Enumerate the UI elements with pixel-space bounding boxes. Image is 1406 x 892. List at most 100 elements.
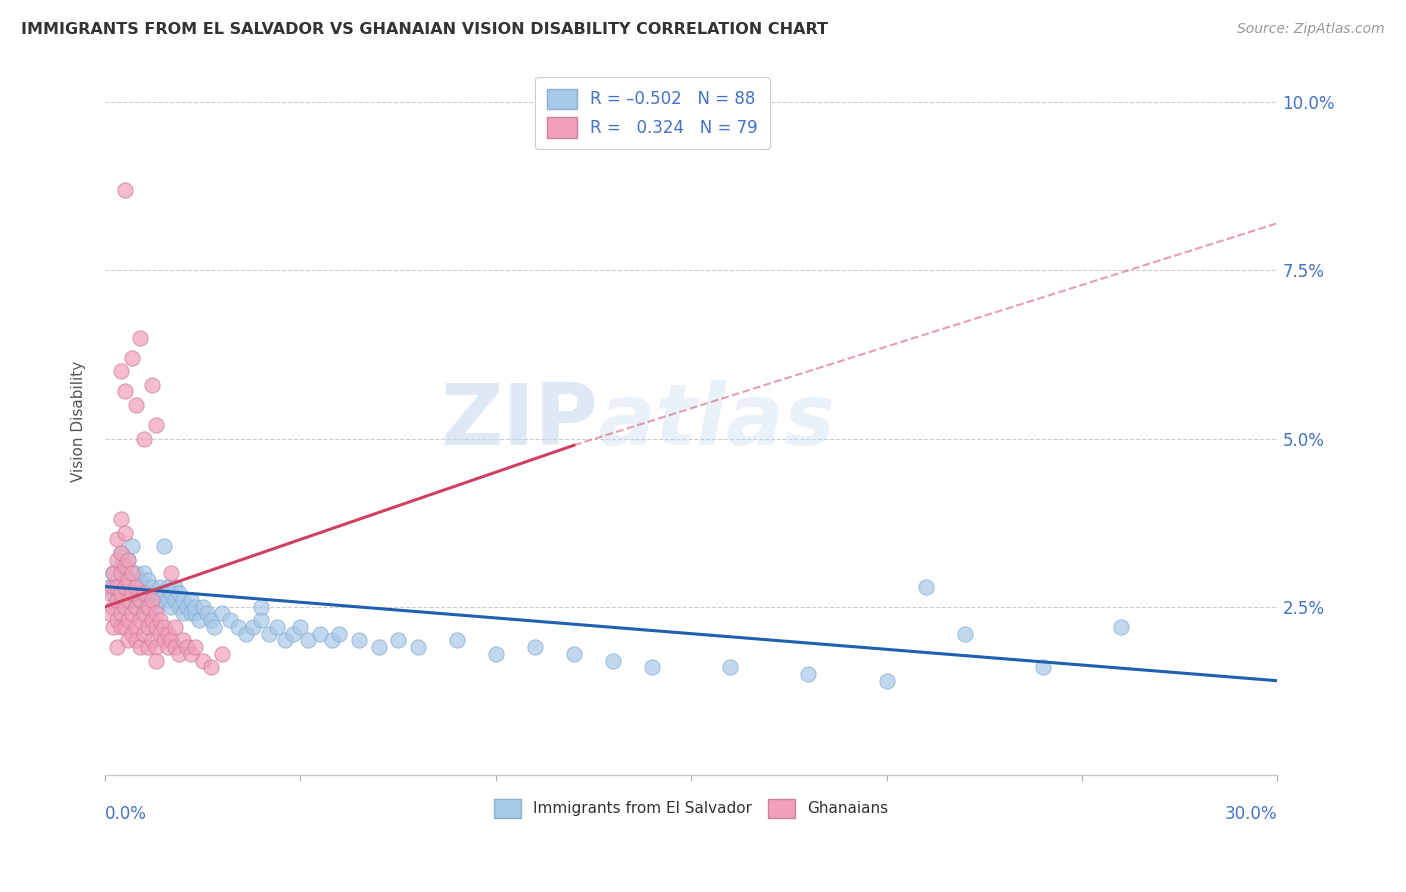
Point — [191, 599, 214, 614]
Point — [257, 626, 280, 640]
Point — [117, 613, 139, 627]
Point — [167, 599, 190, 614]
Point — [152, 633, 174, 648]
Point — [797, 667, 820, 681]
Point — [718, 660, 741, 674]
Point — [141, 593, 163, 607]
Point — [110, 607, 132, 621]
Point — [117, 552, 139, 566]
Point — [110, 546, 132, 560]
Point — [250, 613, 273, 627]
Point — [117, 573, 139, 587]
Point — [914, 580, 936, 594]
Point — [156, 593, 179, 607]
Point — [1032, 660, 1054, 674]
Point — [121, 607, 143, 621]
Point — [211, 647, 233, 661]
Point — [184, 599, 207, 614]
Point — [180, 593, 202, 607]
Point — [114, 580, 136, 594]
Point — [97, 607, 120, 621]
Point — [200, 660, 222, 674]
Text: atlas: atlas — [598, 380, 835, 463]
Point — [165, 640, 187, 654]
Point — [110, 586, 132, 600]
Point — [101, 580, 124, 594]
Point — [347, 633, 370, 648]
Text: 0.0%: 0.0% — [105, 805, 146, 823]
Point — [121, 626, 143, 640]
Point — [105, 552, 128, 566]
Point — [602, 654, 624, 668]
Point — [141, 613, 163, 627]
Point — [149, 580, 172, 594]
Point — [281, 626, 304, 640]
Point — [114, 620, 136, 634]
Point — [160, 633, 183, 648]
Point — [97, 580, 120, 594]
Point — [101, 566, 124, 580]
Point — [105, 533, 128, 547]
Point — [202, 620, 225, 634]
Point — [145, 607, 167, 621]
Point — [152, 620, 174, 634]
Point — [117, 593, 139, 607]
Point — [110, 512, 132, 526]
Point — [121, 566, 143, 580]
Point — [114, 525, 136, 540]
Point — [114, 599, 136, 614]
Point — [165, 580, 187, 594]
Point — [97, 586, 120, 600]
Point — [184, 607, 207, 621]
Point — [117, 586, 139, 600]
Point — [145, 640, 167, 654]
Point — [125, 398, 148, 412]
Point — [101, 566, 124, 580]
Point — [180, 647, 202, 661]
Point — [167, 586, 190, 600]
Point — [274, 633, 297, 648]
Point — [129, 613, 152, 627]
Point — [165, 593, 187, 607]
Point — [136, 573, 159, 587]
Point — [141, 593, 163, 607]
Point — [121, 539, 143, 553]
Point — [156, 580, 179, 594]
Point — [226, 620, 249, 634]
Point — [136, 640, 159, 654]
Point — [165, 620, 187, 634]
Point — [101, 599, 124, 614]
Point — [125, 620, 148, 634]
Point — [309, 626, 332, 640]
Point — [242, 620, 264, 634]
Point — [105, 580, 128, 594]
Point — [129, 331, 152, 345]
Point — [129, 640, 152, 654]
Point — [152, 539, 174, 553]
Point — [367, 640, 389, 654]
Point — [114, 559, 136, 574]
Point — [184, 640, 207, 654]
Point — [105, 593, 128, 607]
Point — [121, 593, 143, 607]
Point — [180, 607, 202, 621]
Point — [121, 351, 143, 365]
Point — [172, 593, 194, 607]
Point — [117, 573, 139, 587]
Point — [132, 580, 155, 594]
Point — [187, 613, 209, 627]
Point — [105, 640, 128, 654]
Point — [129, 593, 152, 607]
Point — [110, 586, 132, 600]
Point — [1109, 620, 1132, 634]
Point — [160, 586, 183, 600]
Point — [132, 626, 155, 640]
Point — [321, 633, 343, 648]
Point — [129, 573, 152, 587]
Point — [136, 599, 159, 614]
Point — [114, 566, 136, 580]
Point — [149, 626, 172, 640]
Point — [523, 640, 546, 654]
Point — [387, 633, 409, 648]
Point — [297, 633, 319, 648]
